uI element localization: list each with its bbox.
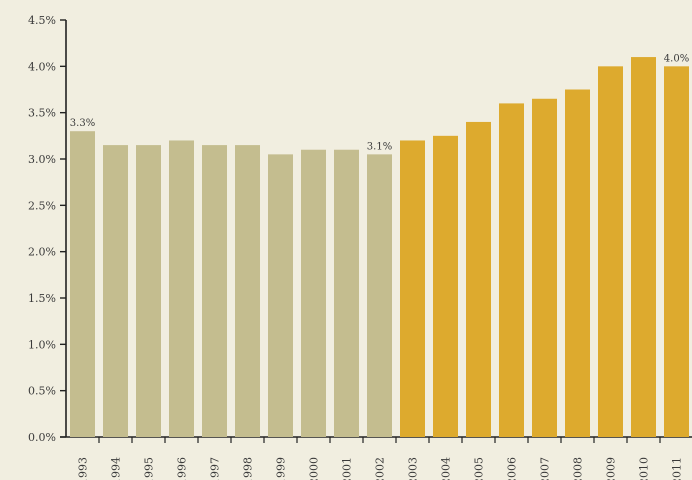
data-label-2002: 3.1% xyxy=(367,141,392,152)
bar-1999 xyxy=(268,154,293,437)
bar-1993 xyxy=(70,131,95,437)
bar-2005 xyxy=(466,121,491,437)
x-tick-label-2001: 2001 xyxy=(341,457,354,480)
y-tick-label: 4.5% xyxy=(28,14,56,27)
x-tick-label-1993: 1993 xyxy=(77,457,90,480)
bar-2000 xyxy=(301,149,326,437)
y-tick-label: 1.5% xyxy=(28,292,56,305)
y-tick-label: 0.0% xyxy=(28,431,56,444)
x-tick-label-2009: 2009 xyxy=(605,457,618,480)
bar-1996 xyxy=(169,140,194,437)
bar-2009 xyxy=(598,66,623,437)
data-label-2011: 4.0% xyxy=(664,53,689,64)
x-tick-label-1994: 1994 xyxy=(110,457,123,480)
bar-1998 xyxy=(235,145,260,437)
bar-1994 xyxy=(103,145,128,437)
x-tick-label-2006: 2006 xyxy=(506,457,519,480)
x-tick-label-2000: 2000 xyxy=(308,457,321,480)
bar-2010 xyxy=(631,57,656,438)
bar-1997 xyxy=(202,145,227,437)
y-tick-label: 4.0% xyxy=(28,60,56,73)
y-tick-label: 2.5% xyxy=(28,199,56,212)
x-tick-label-2003: 2003 xyxy=(407,457,420,480)
x-tick-label-2002: 2002 xyxy=(374,457,387,480)
y-tick-label: 3.0% xyxy=(28,153,56,166)
bars-group xyxy=(70,57,689,438)
bar-2003 xyxy=(400,140,425,437)
x-tick-label-1999: 1999 xyxy=(275,457,288,480)
bar-2011 xyxy=(664,66,689,437)
x-tick-label-1995: 1995 xyxy=(143,457,156,480)
x-tick-label-2005: 2005 xyxy=(473,457,486,480)
y-tick-label: 0.5% xyxy=(28,385,56,398)
x-ticks-group: 1993 1994 1995 1996 1997 1998 1999 2000 2001 2002… xyxy=(77,437,684,480)
y-tick-label: 3.5% xyxy=(28,107,56,120)
data-labels-group: 3.3% 3.1% 4.0% xyxy=(70,53,689,152)
x-tick-label-2008: 2008 xyxy=(572,457,585,480)
bar-2007 xyxy=(532,98,557,438)
x-tick-label-2011: 2011 xyxy=(671,457,684,480)
x-tick-label-2010: 2010 xyxy=(638,457,651,480)
bar-1995 xyxy=(136,145,161,437)
bar-2006 xyxy=(499,103,524,438)
y-tick-label: 1.0% xyxy=(28,338,56,351)
data-label-1993: 3.3% xyxy=(70,118,95,129)
bar-2004 xyxy=(433,135,458,438)
x-tick-label-1996: 1996 xyxy=(176,457,189,480)
y-tick-label: 2.0% xyxy=(28,246,56,259)
bar-2002 xyxy=(367,154,392,437)
x-tick-label-1998: 1998 xyxy=(242,457,255,480)
x-tick-label-1997: 1997 xyxy=(209,457,222,480)
bar-2001 xyxy=(334,149,359,437)
x-tick-label-2007: 2007 xyxy=(539,457,552,480)
x-tick-label-2004: 2004 xyxy=(440,457,453,480)
bar-2008 xyxy=(565,89,590,437)
y-ticks-group: 0.0% 0.5% 1.0% 1.5% 2.0% 2.5% 3.0% 3.5% 4.0% 4.5% xyxy=(28,14,66,444)
